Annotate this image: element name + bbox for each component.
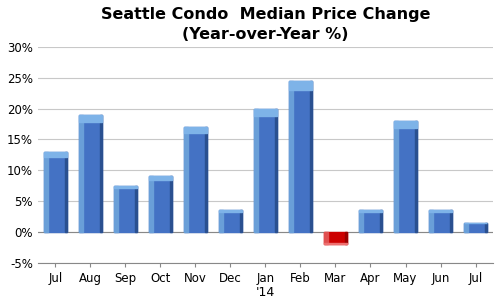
- Bar: [184, 127, 207, 232]
- Bar: [485, 222, 487, 232]
- Bar: [44, 152, 48, 232]
- Bar: [345, 232, 347, 244]
- Bar: [359, 210, 363, 232]
- X-axis label: '14: '14: [256, 286, 275, 299]
- Bar: [44, 152, 66, 232]
- Bar: [450, 210, 452, 232]
- Bar: [429, 210, 452, 232]
- Bar: [219, 210, 223, 232]
- Bar: [149, 177, 153, 232]
- Bar: [219, 210, 242, 232]
- Bar: [394, 121, 417, 232]
- Bar: [254, 109, 277, 116]
- Bar: [149, 177, 172, 180]
- Bar: [429, 210, 433, 232]
- Bar: [219, 210, 242, 211]
- Bar: [310, 81, 312, 232]
- Bar: [394, 121, 417, 128]
- Bar: [184, 127, 207, 133]
- Bar: [380, 210, 382, 232]
- Bar: [464, 222, 487, 223]
- Bar: [114, 186, 136, 188]
- Bar: [205, 127, 207, 232]
- Bar: [359, 210, 382, 232]
- Bar: [79, 115, 102, 232]
- Bar: [464, 222, 468, 232]
- Bar: [149, 177, 172, 232]
- Bar: [65, 152, 66, 232]
- Bar: [44, 152, 66, 157]
- Bar: [275, 109, 277, 232]
- Bar: [324, 232, 347, 244]
- Bar: [464, 222, 487, 232]
- Bar: [100, 115, 102, 232]
- Bar: [429, 210, 452, 211]
- Bar: [240, 210, 242, 232]
- Bar: [184, 127, 188, 232]
- Bar: [254, 109, 277, 232]
- Bar: [394, 121, 398, 232]
- Bar: [289, 81, 293, 232]
- Bar: [289, 81, 312, 90]
- Bar: [289, 81, 312, 232]
- Bar: [170, 177, 172, 232]
- Bar: [79, 115, 83, 232]
- Bar: [135, 186, 136, 232]
- Bar: [359, 210, 382, 211]
- Bar: [415, 121, 417, 232]
- Bar: [114, 186, 136, 232]
- Title: Seattle Condo  Median Price Change
(Year-over-Year %): Seattle Condo Median Price Change (Year-…: [100, 7, 430, 42]
- Bar: [79, 115, 102, 122]
- Bar: [114, 186, 118, 232]
- Bar: [254, 109, 258, 232]
- Bar: [324, 232, 328, 244]
- Bar: [324, 243, 347, 244]
